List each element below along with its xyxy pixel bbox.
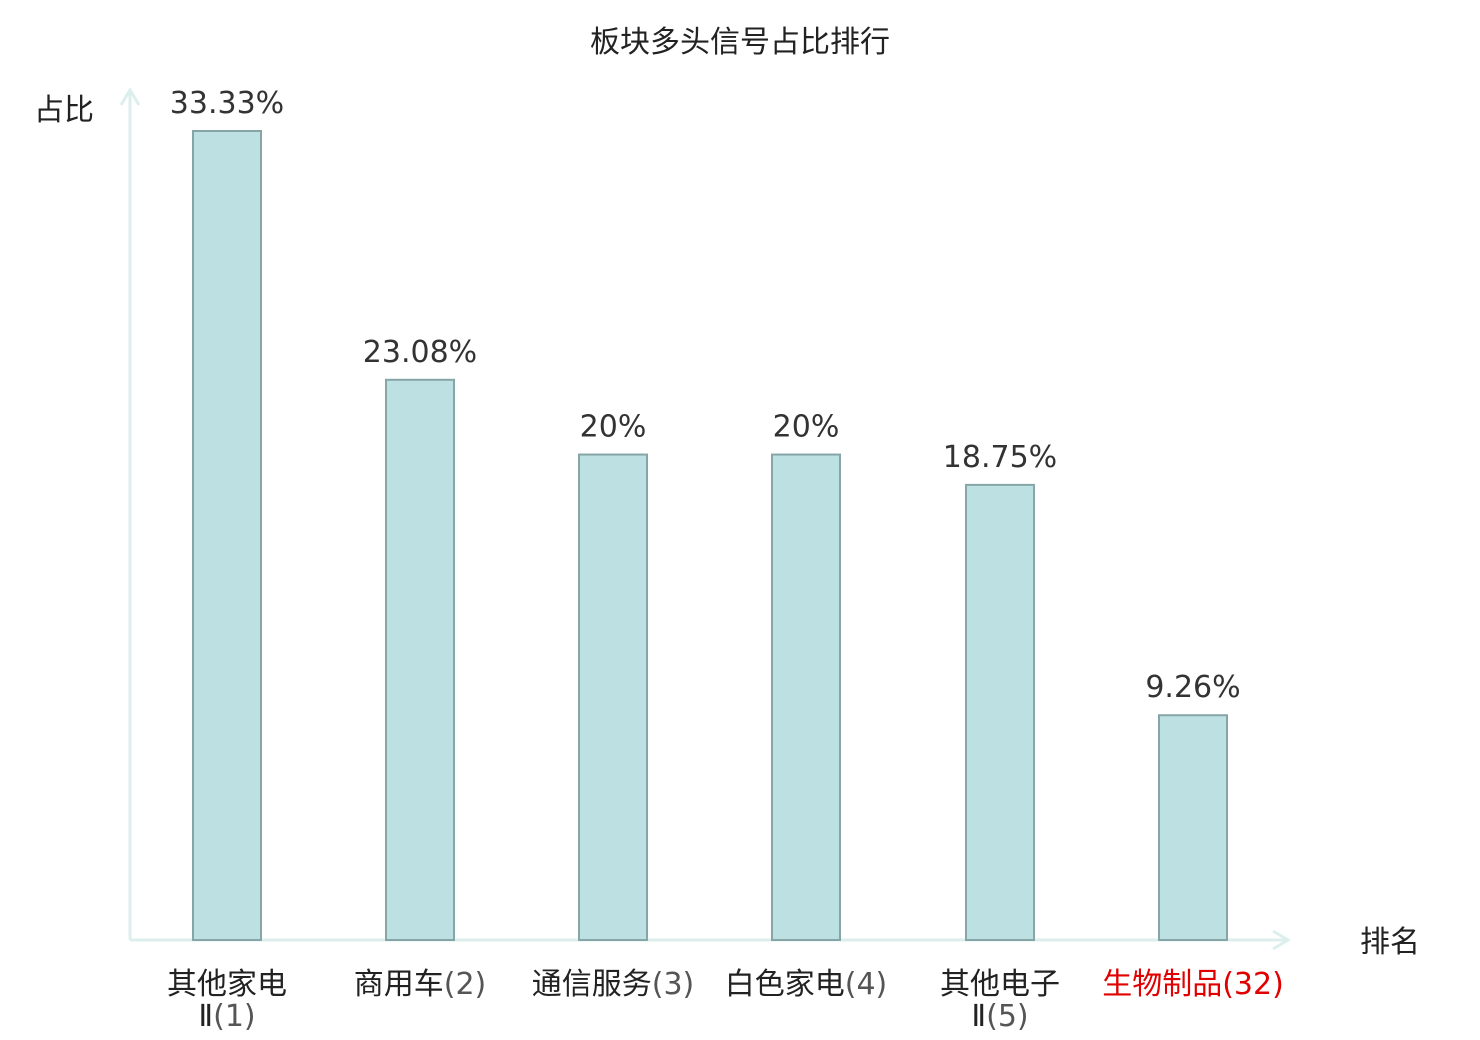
x-tick-label: 商用车(2) — [354, 967, 487, 1002]
value-labels: 33.33% 23.08% 20% 20% 18.75% 9.26% — [170, 86, 1241, 705]
bar-value-label: 20% — [773, 410, 840, 445]
bar — [385, 378, 455, 942]
x-tick-label: 白色家电(4) — [725, 967, 888, 1002]
x-axis-label: 排名 — [1360, 925, 1420, 960]
category-labels: 其他家电 Ⅱ(1) 商用车(2) 通信服务(3) 白色家电(4) 其他电子 Ⅱ(5) 生物制品… — [167, 967, 1284, 1034]
axes — [119, 87, 1291, 951]
bars — [192, 130, 1228, 942]
x-axis-arrow-icon — [1272, 929, 1291, 951]
x-tick-label: 通信服务(3) — [532, 967, 695, 1002]
bar-value-label: 23.08% — [363, 335, 477, 370]
bar — [1158, 714, 1228, 941]
bar-value-label: 20% — [580, 410, 647, 445]
bar — [192, 130, 262, 941]
bar-value-label: 18.75% — [943, 440, 1057, 475]
bar — [578, 453, 648, 941]
chart-title: 板块多头信号占比排行 — [590, 25, 890, 60]
bar — [771, 453, 841, 941]
x-tick-label: 生物制品(32) — [1102, 967, 1284, 1002]
bar-value-label: 9.26% — [1145, 670, 1240, 705]
y-axis-label: 占比 — [34, 93, 94, 128]
x-tick-label: 其他家电 Ⅱ(1) — [167, 967, 287, 1034]
bar — [965, 483, 1035, 941]
x-tick-label: 其他电子 Ⅱ(5) — [940, 967, 1060, 1034]
y-axis-arrow-icon — [119, 87, 141, 106]
bar-value-label: 33.33% — [170, 86, 284, 121]
